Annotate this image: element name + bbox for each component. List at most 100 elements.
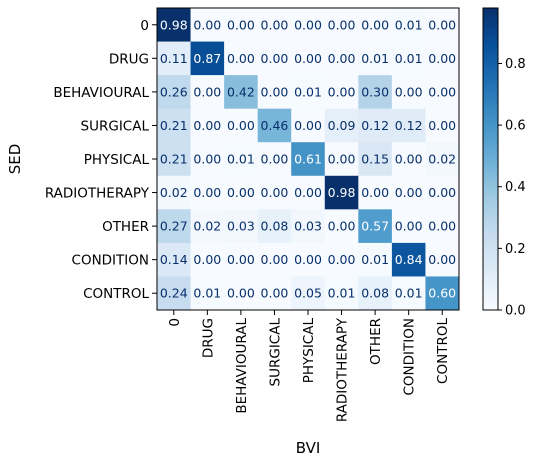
cell-value-label: 0.21 bbox=[160, 118, 188, 133]
cell-value-label: 0.00 bbox=[261, 252, 289, 267]
heatmap-cell bbox=[190, 75, 225, 110]
cell-value-label: 0.00 bbox=[294, 252, 322, 267]
cell-value-label: 0.00 bbox=[428, 84, 456, 99]
cell-value-label: 0.00 bbox=[428, 17, 456, 32]
heatmap-cell bbox=[391, 276, 426, 311]
cell-value-label: 0.00 bbox=[395, 84, 423, 99]
heatmap-cell bbox=[324, 175, 359, 210]
heatmap-cell bbox=[291, 175, 326, 210]
heatmap-cell bbox=[425, 41, 460, 76]
cell-value-label: 0.01 bbox=[361, 252, 389, 267]
cell-value-label: 0.00 bbox=[395, 219, 423, 234]
heatmap-cell bbox=[291, 41, 326, 76]
heatmap-cell bbox=[358, 75, 393, 110]
heatmap-cell bbox=[291, 8, 326, 43]
y-tick-label: PHYSICAL bbox=[84, 152, 150, 168]
colorbar-tick-label: 0.8 bbox=[505, 57, 526, 72]
cell-value-label: 0.00 bbox=[328, 51, 356, 66]
heatmap-cell bbox=[224, 242, 259, 277]
heatmap-cell bbox=[257, 41, 292, 76]
heatmap-cell bbox=[358, 108, 393, 143]
heatmap-cell bbox=[291, 75, 326, 110]
cell-value-label: 0.00 bbox=[227, 118, 255, 133]
x-axis-title: BVI bbox=[296, 439, 321, 457]
x-tick-label: CONDITION bbox=[402, 318, 418, 395]
heatmap-cell bbox=[257, 75, 292, 110]
cell-value-label: 0.00 bbox=[193, 118, 221, 133]
heatmap-cell bbox=[291, 142, 326, 177]
heatmap-cell bbox=[324, 75, 359, 110]
heatmap-cell bbox=[291, 108, 326, 143]
heatmap-cell bbox=[224, 276, 259, 311]
colorbar bbox=[482, 7, 499, 311]
cell-value-label: 0.12 bbox=[395, 118, 423, 133]
heatmap-cell bbox=[391, 41, 426, 76]
cell-value-label: 0.01 bbox=[193, 286, 221, 301]
cell-value-label: 0.00 bbox=[428, 51, 456, 66]
cell-value-label: 0.03 bbox=[294, 219, 322, 234]
cell-value-label: 0.00 bbox=[227, 252, 255, 267]
cell-value-label: 0.00 bbox=[193, 185, 221, 200]
y-axis-title: SED bbox=[6, 144, 24, 175]
cell-value-label: 0.05 bbox=[294, 286, 322, 301]
cell-value-label: 0.03 bbox=[227, 219, 255, 234]
heatmap-cell bbox=[190, 41, 225, 76]
x-tick-label: DRUG bbox=[200, 318, 216, 358]
y-tick-label: DRUG bbox=[109, 51, 149, 67]
heatmap-cell bbox=[190, 8, 225, 43]
cell-value-label: 0.11 bbox=[160, 51, 188, 66]
cell-value-label: 0.61 bbox=[294, 152, 322, 167]
heatmap-cell bbox=[324, 41, 359, 76]
cell-value-label: 0.00 bbox=[193, 252, 221, 267]
cell-value-label: 0.21 bbox=[160, 152, 188, 167]
heatmap-cell bbox=[324, 142, 359, 177]
heatmap-cell bbox=[391, 209, 426, 244]
cell-value-label: 0.30 bbox=[361, 84, 389, 99]
cell-value-label: 0.98 bbox=[160, 17, 188, 32]
y-axis-ticks: 0 DRUG BEHAVIOURAL SURGICAL PHYSICAL RADIOTHE… bbox=[45, 18, 157, 302]
cell-value-label: 0.01 bbox=[395, 286, 423, 301]
cell-value-label: 0.00 bbox=[261, 286, 289, 301]
cell-value-label: 0.00 bbox=[261, 17, 289, 32]
cell-value-label: 0.08 bbox=[361, 286, 389, 301]
cell-value-label: 0.87 bbox=[193, 51, 221, 66]
cell-value-label: 0.14 bbox=[160, 252, 188, 267]
heatmap-cell bbox=[157, 75, 192, 110]
cell-value-label: 0.08 bbox=[261, 219, 289, 234]
cell-value-label: 0.00 bbox=[328, 84, 356, 99]
heatmap-cell bbox=[190, 142, 225, 177]
cell-value-label: 0.24 bbox=[160, 286, 188, 301]
heatmap-cell bbox=[157, 108, 192, 143]
cell-value-label: 0.01 bbox=[294, 84, 322, 99]
heatmap-cell bbox=[291, 209, 326, 244]
x-tick-label: PHYSICAL bbox=[301, 318, 317, 384]
heatmap-cell bbox=[190, 276, 225, 311]
cell-value-label: 0.00 bbox=[395, 185, 423, 200]
cell-value-label: 0.00 bbox=[261, 152, 289, 167]
heatmap-cell bbox=[224, 209, 259, 244]
heatmap-cell bbox=[425, 142, 460, 177]
heatmap-cell bbox=[324, 276, 359, 311]
x-tick-label: SURGICAL bbox=[267, 318, 283, 387]
cell-value-label: 0.00 bbox=[227, 17, 255, 32]
heatmap-cell bbox=[224, 75, 259, 110]
colorbar-tick-label: 0.0 bbox=[505, 304, 526, 319]
cell-value-label: 0.27 bbox=[160, 219, 188, 234]
heatmap-cell bbox=[425, 175, 460, 210]
heatmap-cell bbox=[190, 108, 225, 143]
cell-value-label: 0.01 bbox=[361, 51, 389, 66]
cell-value-label: 0.01 bbox=[395, 17, 423, 32]
cell-value-label: 0.00 bbox=[294, 118, 322, 133]
cell-value-label: 0.98 bbox=[328, 185, 356, 200]
cell-value-label: 0.15 bbox=[361, 152, 389, 167]
heatmap-cell bbox=[257, 142, 292, 177]
heatmap-cell bbox=[157, 175, 192, 210]
heatmap-cell bbox=[157, 242, 192, 277]
cell-value-label: 0.60 bbox=[428, 286, 456, 301]
heatmap-cell bbox=[257, 242, 292, 277]
heatmap-cell bbox=[257, 175, 292, 210]
cell-value-label: 0.09 bbox=[328, 118, 356, 133]
heatmap-cell bbox=[157, 41, 192, 76]
cell-value-label: 0.84 bbox=[395, 252, 423, 267]
